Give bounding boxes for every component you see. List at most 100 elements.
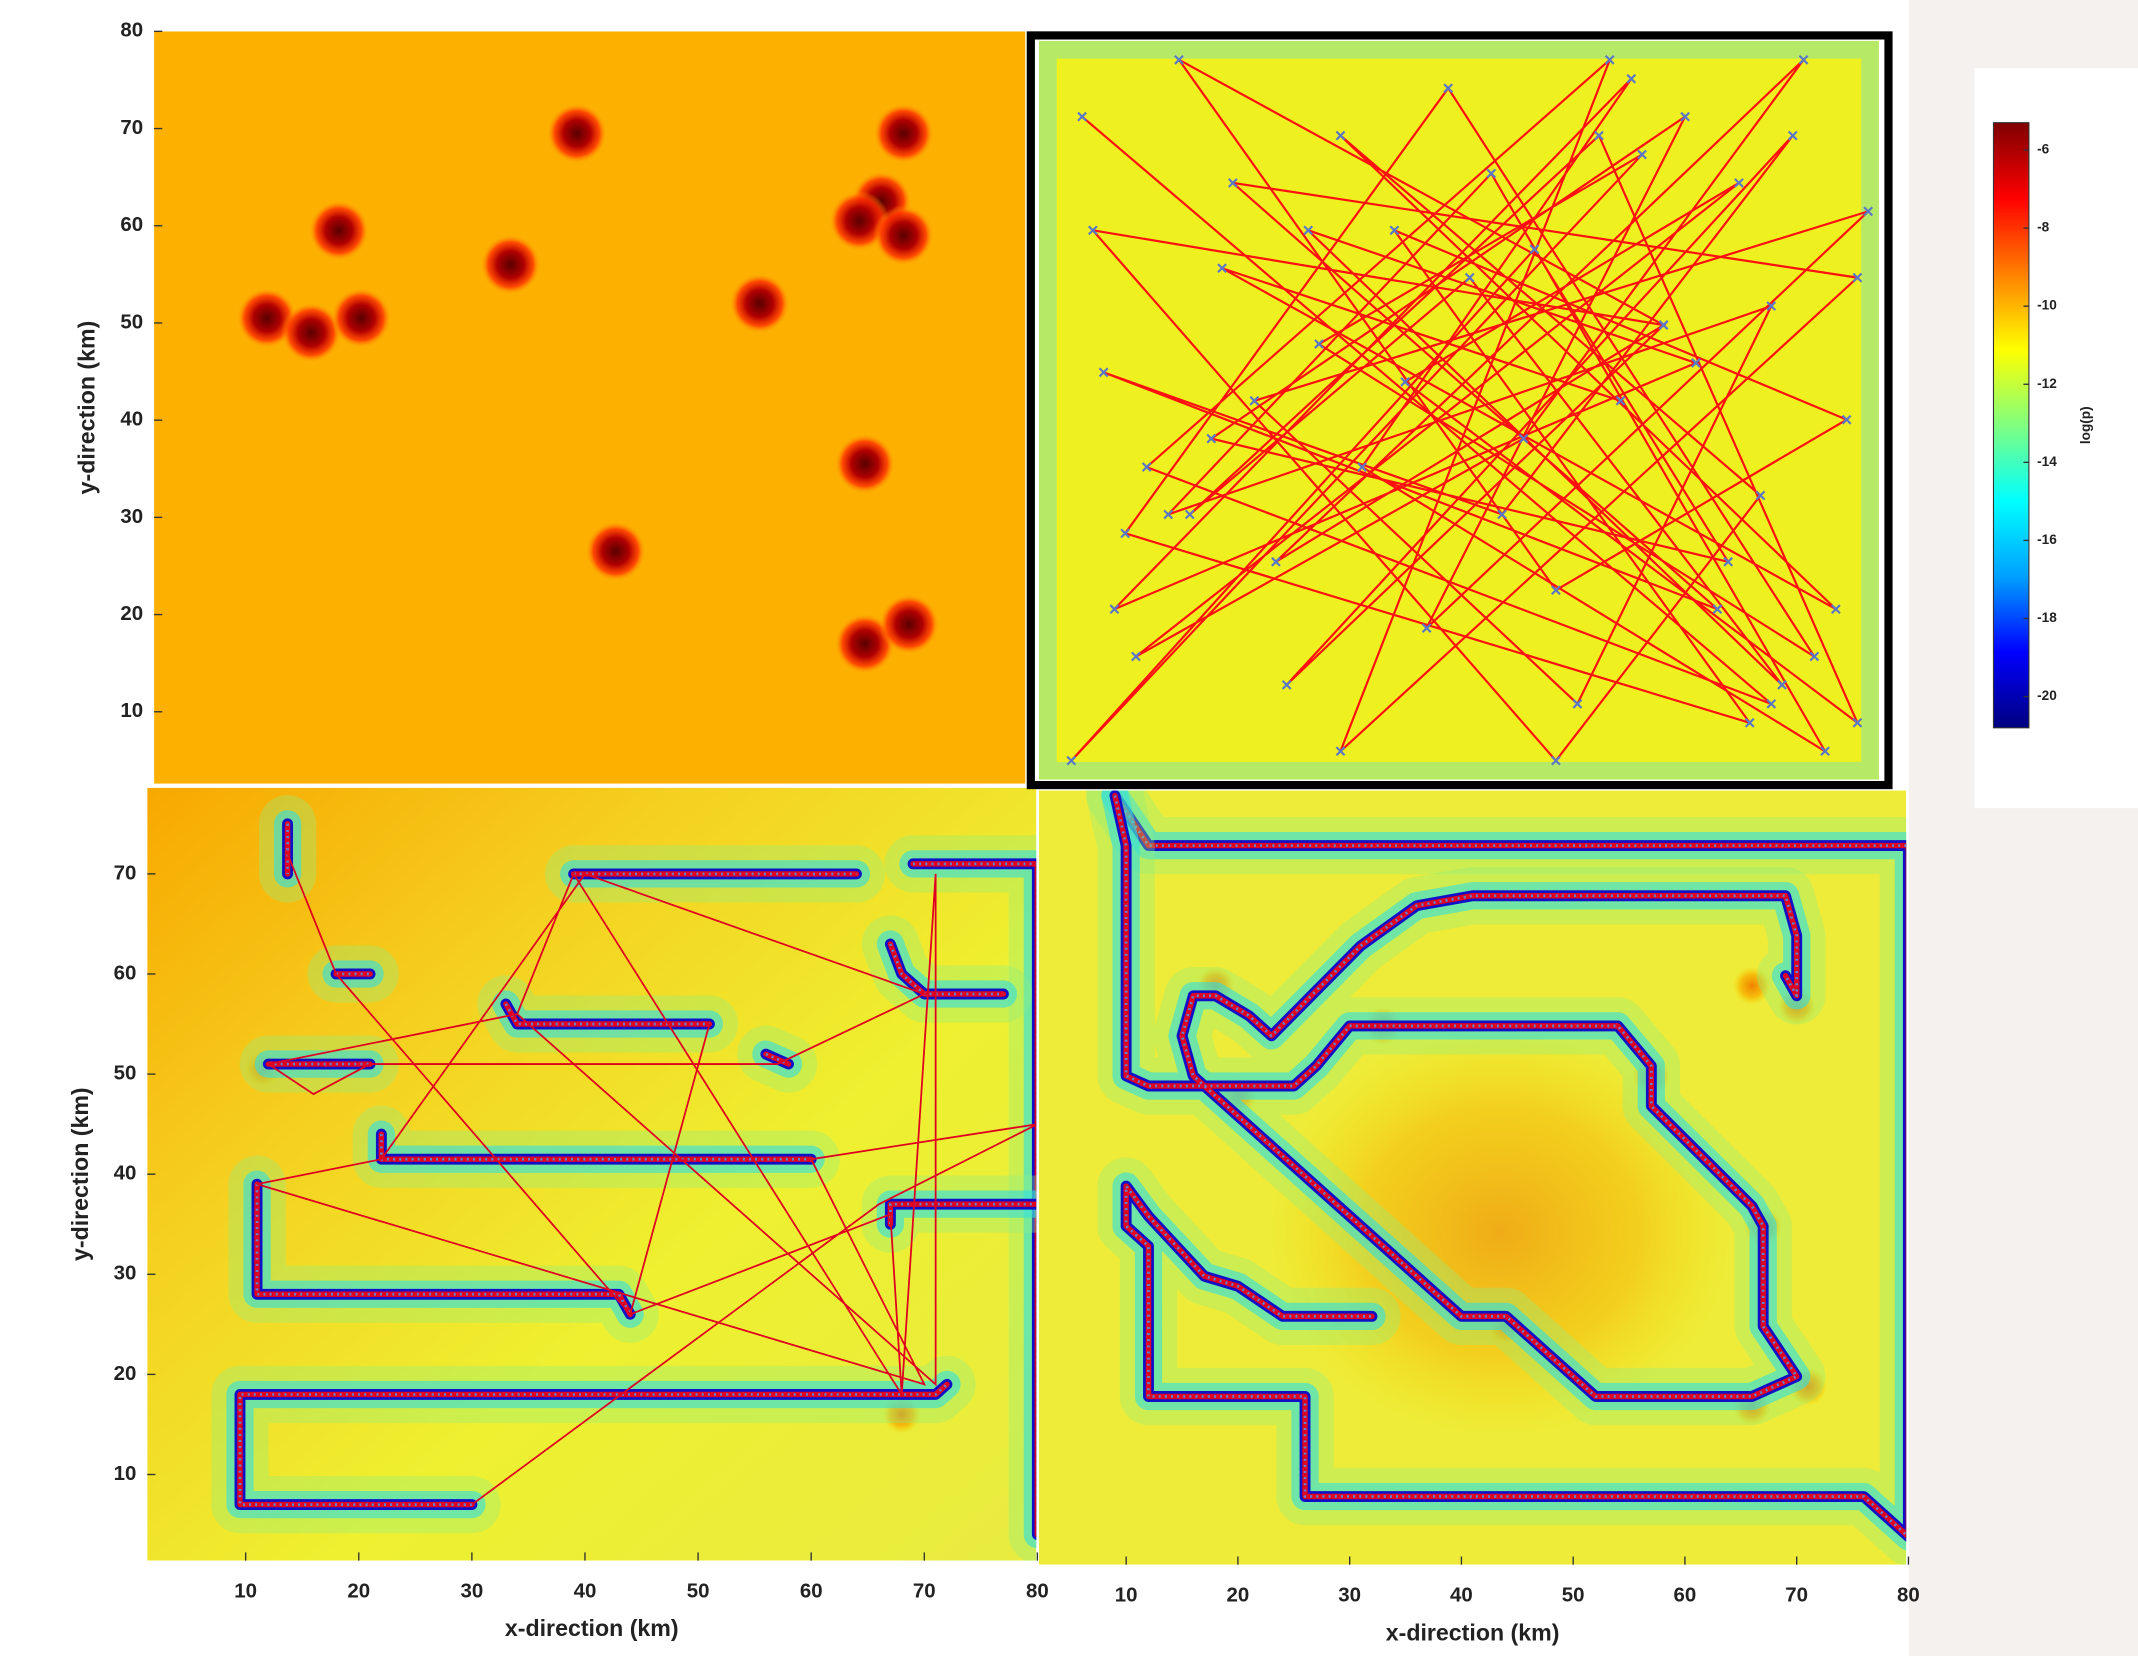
wall [254,1181,633,1318]
x-tick-label: 10 [1115,1583,1138,1606]
waypoint [1615,395,1626,406]
waypoint [1626,73,1637,84]
hotspot [1732,966,1772,1005]
waypoint [1389,225,1400,236]
waypoint [1174,54,1184,65]
waypoint [1594,130,1604,141]
y-axis-label: y-direction (km) [67,1087,93,1261]
x-tick-label: 60 [800,1579,823,1602]
y-tick-label: 30 [114,1262,137,1285]
wall-markers [504,1003,710,1026]
wall-markers [238,1383,948,1506]
x-axis-label: x-direction (km) [1386,1619,1560,1645]
x-axis-label: x-direction (km) [505,1615,679,1641]
waypoint [1551,755,1561,766]
hotspot [585,521,646,582]
y-tick-label: 40 [114,1162,137,1185]
colorbar [1992,122,2030,729]
x-tick-label: 20 [1227,1583,1250,1606]
waypoint [1820,746,1830,757]
waypoint [1529,244,1540,255]
y-tick-label: 10 [114,1462,137,1485]
panel [1039,40,1879,780]
y-tick-label: 70 [120,116,143,139]
colorbar-tick-label: -16 [2037,532,2057,547]
x-tick-label: 80 [1897,1583,1920,1606]
waypoint [1163,509,1174,520]
waypoint [1066,755,1077,766]
y-tick-label: 50 [114,1061,137,1084]
waypoint [1637,149,1647,160]
colorbar-tick-label: -8 [2037,220,2050,235]
heatmap-background [147,787,1037,1561]
colorbar-tick-label: -20 [2037,688,2057,703]
colorbar-label: log(p) [2078,406,2093,444]
hotspot [873,205,934,266]
waypoint [1335,130,1346,141]
waypoint [1443,83,1454,94]
waypoint [1303,225,1314,236]
wall [1112,792,1800,1400]
waypoint [1787,130,1798,141]
hotspot [546,103,607,164]
waypoint [1141,462,1152,472]
waypoint [1755,490,1766,501]
waypoint [1551,585,1561,596]
y-tick-label: 30 [120,505,143,528]
panel [154,31,1026,784]
y-tick-label: 20 [120,602,143,625]
x-tick-label: 30 [461,1579,484,1602]
waypoint [1572,698,1583,709]
waypoint [1131,651,1141,662]
waypoint [1249,395,1260,406]
panel [1039,790,1907,1565]
y-tick-label: 70 [114,861,137,884]
hotspot [308,200,369,261]
waypoint [1281,680,1292,690]
y-tick-label: 80 [120,19,143,42]
waypoint [1087,225,1098,236]
waypoint [1271,556,1281,567]
x-tick-label: 50 [687,1579,710,1602]
waypoint [1604,54,1615,65]
x-tick-label: 20 [347,1579,370,1602]
y-tick-label: 40 [120,408,143,431]
x-tick-label: 10 [234,1579,257,1602]
route [1070,58,1869,763]
waypoint [1744,717,1755,728]
waypoint [1734,178,1744,188]
waypoint [1421,623,1432,633]
hotspot [729,273,790,334]
y-axis-label: y-direction (km) [74,321,100,495]
colorbar-tick-label: -18 [2037,610,2057,625]
waypoint [1184,509,1195,520]
x-tick-label: 80 [1026,1579,1049,1602]
waypoint [1314,339,1324,349]
waypoint [1766,301,1777,311]
hotspot [879,594,940,655]
waypoint [1680,111,1690,122]
waypoint [1335,746,1346,757]
waypoint [1120,528,1131,539]
x-tick-label: 70 [1785,1583,1808,1606]
waypoint [1658,320,1669,330]
waypoint [1400,376,1410,387]
y-tick-label: 50 [120,310,143,333]
waypoint [1497,509,1507,520]
waypoint [1464,272,1475,283]
panel-border [1026,31,1893,790]
colorbar-tick-label: -10 [2037,298,2057,313]
waypoint [1098,367,1109,378]
panel [147,787,1037,1561]
waypoint [1357,462,1367,472]
y-tick-label: 60 [120,213,143,236]
wall-markers [765,1052,790,1066]
colorbar-tick-label: -12 [2037,376,2057,391]
hotspot [281,302,342,363]
waypoint [1206,433,1217,444]
x-tick-label: 60 [1674,1583,1697,1606]
y-tick-label: 20 [114,1362,137,1385]
hotspot [480,234,541,295]
